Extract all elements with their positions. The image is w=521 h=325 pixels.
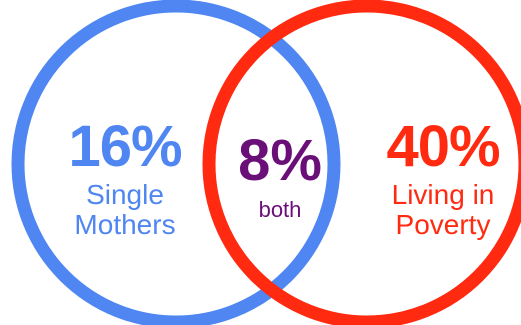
living-in-poverty-percent: 40% <box>386 114 500 179</box>
both-percent: 8% <box>238 128 322 193</box>
single-mothers-label-line2: Mothers <box>74 209 176 240</box>
single-mothers-label-line1: Single <box>86 179 164 210</box>
living-in-poverty-circle <box>202 0 521 325</box>
single-mothers-circle <box>11 0 341 325</box>
both-group: 8% both <box>222 132 338 222</box>
both-label: both <box>258 197 302 222</box>
single-mothers-group: 16% Single Mothers <box>55 118 195 240</box>
living-in-poverty-label-line1: Living in <box>391 179 495 210</box>
living-in-poverty-label-line2: Poverty <box>395 209 491 240</box>
living-in-poverty-group: 40% Living in Poverty <box>368 118 518 240</box>
single-mothers-percent: 16% <box>68 114 182 179</box>
